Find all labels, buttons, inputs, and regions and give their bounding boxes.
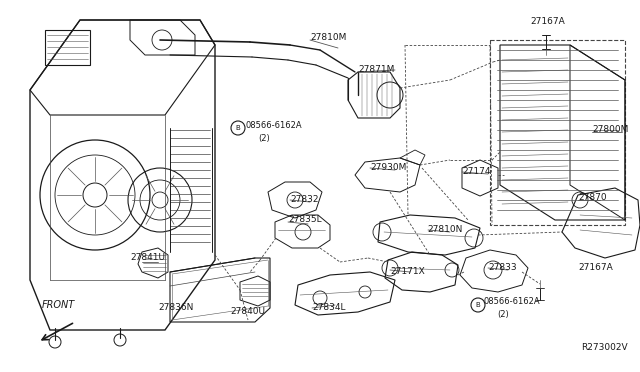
Text: 27171X: 27171X [390, 267, 425, 276]
Text: R273002V: R273002V [581, 343, 628, 353]
Text: B: B [236, 125, 241, 131]
Text: 08566-6162A: 08566-6162A [484, 298, 541, 307]
Text: 27836N: 27836N [158, 304, 193, 312]
Text: (2): (2) [258, 134, 269, 142]
Text: 27834L: 27834L [312, 304, 346, 312]
Text: 27833: 27833 [488, 263, 516, 273]
Text: 27800M: 27800M [592, 125, 628, 135]
Text: 27840U: 27840U [230, 308, 265, 317]
Text: 27167A: 27167A [578, 263, 612, 273]
Text: B: B [476, 302, 481, 308]
Text: FRONT: FRONT [42, 300, 75, 310]
Text: 27810M: 27810M [310, 33, 346, 42]
Text: 27832: 27832 [290, 196, 319, 205]
Text: (2): (2) [497, 310, 509, 318]
Text: 08566-6162A: 08566-6162A [245, 122, 301, 131]
Text: 27841U: 27841U [130, 253, 165, 263]
Text: 27871M: 27871M [358, 65, 394, 74]
Text: 27810N: 27810N [427, 225, 462, 234]
Text: 27870: 27870 [578, 193, 607, 202]
Text: 27174: 27174 [462, 167, 490, 176]
Text: 27930M: 27930M [370, 164, 406, 173]
Text: 27167A: 27167A [530, 17, 564, 26]
Text: 27835L: 27835L [288, 215, 322, 224]
